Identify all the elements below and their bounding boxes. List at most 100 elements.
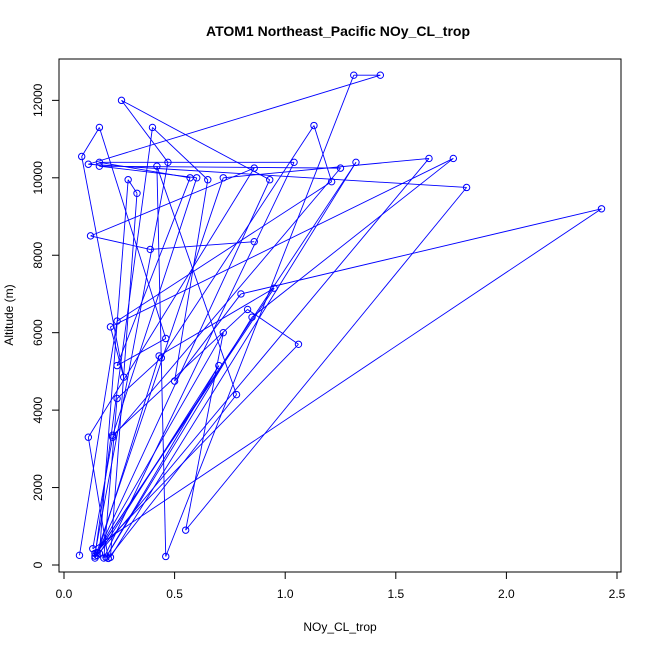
data-point	[270, 284, 278, 292]
series-lines	[79, 74, 602, 559]
series-segment	[96, 355, 160, 556]
data-point	[104, 554, 112, 563]
data-point	[75, 551, 84, 560]
data-point	[310, 121, 318, 130]
data-point	[266, 176, 274, 184]
series-segment	[110, 158, 454, 328]
data-point	[170, 377, 179, 385]
series-segment	[88, 74, 381, 165]
series-segment	[94, 127, 153, 557]
series-segment	[103, 162, 295, 559]
data-point	[93, 551, 101, 560]
series-segment	[79, 320, 118, 556]
series-segment	[87, 167, 255, 438]
y-tick-label: 4000	[31, 396, 45, 423]
data-point	[327, 177, 336, 186]
data-point	[294, 340, 303, 348]
series-segment	[92, 437, 114, 549]
data-point	[462, 183, 471, 192]
series-segment	[116, 181, 332, 322]
series-segment	[96, 332, 224, 553]
y-tick-label: 10000	[31, 161, 45, 195]
series-segment	[158, 287, 275, 357]
data-point	[153, 162, 161, 170]
series-segment	[96, 158, 430, 556]
series-segment	[116, 357, 162, 399]
data-point	[113, 361, 121, 370]
data-point	[162, 552, 170, 561]
data-point	[204, 176, 212, 184]
series-segment	[103, 398, 118, 559]
data-point	[113, 317, 121, 325]
data-point	[237, 290, 245, 298]
data-point	[117, 96, 126, 105]
data-point	[106, 323, 115, 331]
chart-title: ATOM1 Northeast_Pacific NOy_CL_trop	[206, 23, 470, 39]
series-segment	[98, 127, 167, 339]
data-point	[352, 158, 360, 167]
data-point	[77, 152, 86, 161]
series-segment	[87, 437, 109, 559]
data-point	[95, 158, 104, 167]
data-point	[250, 164, 258, 172]
data-point	[597, 205, 606, 213]
series-segment	[110, 326, 125, 378]
series-segment	[121, 100, 169, 163]
data-point	[219, 174, 227, 182]
data-point	[243, 305, 252, 314]
series-segment	[94, 162, 169, 554]
x-tick-label: 2.5	[609, 587, 626, 601]
series-segment	[107, 394, 237, 559]
series-segment	[156, 166, 237, 395]
series-segment	[121, 99, 270, 181]
series-segment	[152, 127, 209, 181]
series-segment	[160, 125, 315, 359]
series-segment	[174, 293, 242, 382]
x-axis-label: NOy_CL_trop	[303, 620, 377, 634]
series-segment	[240, 208, 602, 295]
y-tick-label: 0	[31, 561, 45, 568]
data-point	[425, 154, 433, 163]
series-segment	[94, 343, 299, 554]
data-point	[89, 545, 97, 553]
data-point	[146, 245, 154, 254]
data-point	[164, 158, 172, 167]
series-segment	[185, 332, 224, 531]
data-point	[336, 164, 345, 172]
data-point	[157, 354, 166, 362]
series-segment	[99, 165, 341, 169]
data-point	[162, 334, 170, 343]
series-segment	[116, 177, 191, 366]
data-point	[84, 160, 93, 168]
series-segment	[185, 187, 467, 531]
x-tick-label: 0.5	[166, 587, 183, 601]
data-point	[193, 174, 201, 182]
series-segment	[112, 177, 198, 436]
data-point	[248, 313, 256, 321]
data-point	[95, 123, 104, 132]
data-point	[449, 154, 458, 163]
plot-frame	[58, 58, 622, 573]
series-segment	[127, 179, 138, 194]
y-axis-label: Altitude (m)	[2, 284, 16, 345]
data-point	[95, 162, 104, 170]
series-segment	[81, 127, 100, 157]
data-point	[250, 237, 258, 246]
data-point	[148, 123, 157, 132]
series-segment	[99, 165, 197, 179]
x-tick-label: 2.0	[498, 587, 515, 601]
data-point	[290, 158, 298, 167]
y-axis: 0 2000 4000 6000 8000 10000 12000	[31, 83, 60, 568]
y-tick-label: 6000	[31, 319, 45, 346]
x-axis: 0.0 0.5 1.0 1.5 2.0 2.5	[56, 571, 626, 601]
data-point	[350, 71, 358, 79]
data-point	[376, 71, 385, 79]
data-point	[232, 390, 241, 399]
series-segment	[165, 75, 355, 557]
data-point	[124, 176, 132, 184]
data-point	[155, 352, 163, 360]
data-point	[93, 548, 101, 557]
data-point	[181, 526, 190, 534]
data-point	[108, 431, 117, 439]
series-segment	[90, 167, 255, 237]
